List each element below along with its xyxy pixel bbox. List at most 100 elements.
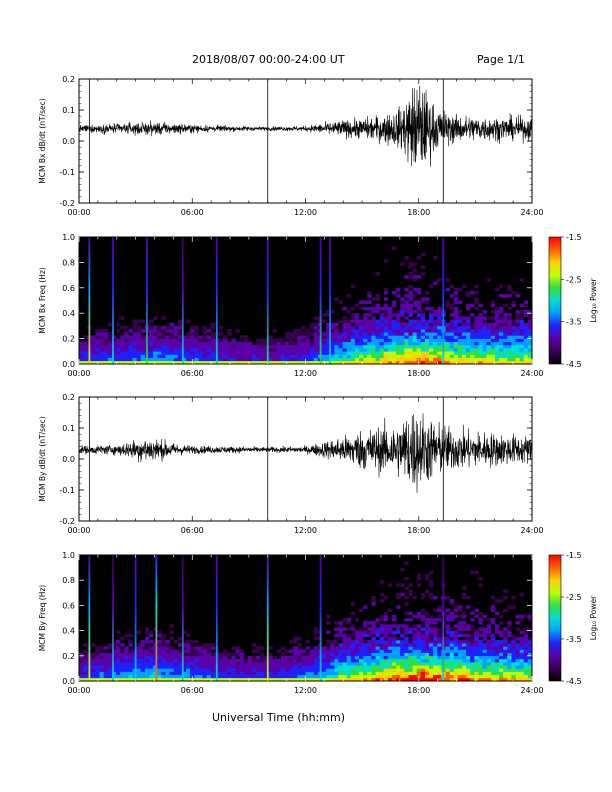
spectrogram-cell bbox=[140, 357, 146, 362]
spectrogram-cell bbox=[461, 643, 467, 647]
spectrogram-cell bbox=[375, 341, 380, 346]
spectrogram-cell bbox=[494, 640, 500, 644]
spectrogram-cell bbox=[375, 335, 380, 339]
spectrogram-cell bbox=[169, 630, 175, 635]
spectrogram-cell bbox=[416, 662, 422, 666]
spectrogram-cell bbox=[474, 357, 479, 362]
spectrogram-cell bbox=[260, 662, 265, 666]
spectrogram-cell bbox=[354, 332, 360, 336]
spectrogram-cell bbox=[387, 643, 393, 647]
spectrogram-cell bbox=[103, 652, 109, 657]
spectrogram-cell bbox=[116, 354, 121, 358]
spectrogram-cell bbox=[461, 586, 467, 590]
spectrogram-cell bbox=[515, 319, 520, 324]
spectrogram-cell bbox=[124, 677, 129, 682]
spectrogram-bright-column bbox=[266, 237, 269, 364]
spectrogram-cell bbox=[424, 671, 430, 675]
spectrogram-cell bbox=[424, 297, 430, 301]
spectrogram-cell bbox=[194, 668, 199, 672]
spectrogram-cell bbox=[486, 674, 492, 679]
spectrogram-cell bbox=[445, 360, 450, 365]
spectrogram-cell bbox=[194, 360, 199, 365]
spectrogram-cell bbox=[379, 633, 385, 638]
spectrogram-cell bbox=[408, 674, 413, 679]
spectrogram-cell bbox=[494, 338, 500, 343]
x-tick-label: 06:00 bbox=[181, 208, 204, 217]
spectrogram-cell bbox=[474, 354, 479, 358]
spectrogram-cell bbox=[396, 348, 401, 352]
spectrogram-cell bbox=[511, 643, 516, 647]
spectrogram-cell bbox=[420, 344, 426, 349]
spectrogram-cell bbox=[181, 357, 187, 362]
spectrogram-cell bbox=[124, 335, 129, 339]
spectrogram-cell bbox=[470, 633, 475, 638]
spectrogram-cell bbox=[354, 649, 360, 653]
spectrogram-cell bbox=[429, 592, 434, 597]
spectrogram-cell bbox=[354, 643, 360, 647]
spectrogram-cell bbox=[359, 649, 364, 653]
spectrogram-cell bbox=[511, 633, 516, 638]
spectrogram-cell bbox=[461, 633, 467, 638]
spectrogram-cell bbox=[507, 335, 512, 339]
spectrogram-cell bbox=[416, 577, 422, 581]
spectrogram-cell bbox=[494, 325, 500, 330]
spectrogram-cell bbox=[313, 357, 319, 362]
spectrogram-cell bbox=[379, 674, 385, 679]
spectrogram-cell bbox=[379, 668, 385, 672]
spectrogram-cell bbox=[116, 348, 121, 352]
spectrogram-cell bbox=[437, 348, 442, 352]
spectrogram-cell bbox=[420, 677, 426, 682]
spectrogram-cell bbox=[482, 614, 487, 619]
spectrogram-cell bbox=[503, 589, 508, 594]
spectrogram-cell bbox=[449, 640, 455, 644]
spectrogram-cell bbox=[416, 665, 422, 669]
spectrogram-cell bbox=[107, 360, 113, 365]
spectrogram-cell bbox=[297, 655, 302, 660]
spectrogram-cell bbox=[165, 658, 170, 663]
spectrogram-cell bbox=[149, 646, 154, 650]
spectrogram-cell bbox=[136, 354, 142, 358]
spectrogram-cell bbox=[466, 329, 471, 333]
spectrogram-cell bbox=[429, 614, 434, 619]
spectrogram-cell bbox=[445, 332, 450, 336]
spectrogram-cell bbox=[371, 674, 376, 679]
spectrogram-cell bbox=[251, 668, 257, 672]
spectrogram-cell bbox=[396, 351, 401, 355]
spectrogram-cell bbox=[354, 662, 360, 666]
spectrogram-cell bbox=[190, 338, 195, 343]
spectrogram-cell bbox=[251, 348, 257, 352]
spectrogram-cell bbox=[334, 335, 339, 339]
spectrogram-cell bbox=[334, 652, 339, 657]
spectrogram-cell bbox=[391, 290, 397, 295]
spectrogram-cell bbox=[136, 649, 142, 653]
spectrogram-cell bbox=[79, 674, 84, 679]
spectrogram-cell bbox=[103, 354, 109, 358]
spectrogram-cell bbox=[367, 322, 372, 327]
spectrogram-cell bbox=[433, 313, 438, 317]
spectrogram-cell bbox=[305, 665, 310, 669]
spectrogram-cell bbox=[301, 649, 306, 653]
spectrogram-cell bbox=[424, 640, 430, 644]
spectrogram-cell bbox=[404, 354, 409, 358]
spectrogram-cell bbox=[515, 360, 520, 365]
spectrogram-cell bbox=[396, 313, 401, 317]
x-tick-label: 18:00 bbox=[407, 686, 430, 695]
spectrogram-cell bbox=[268, 668, 273, 672]
spectrogram-cell bbox=[445, 614, 450, 619]
spectrogram-cell bbox=[400, 300, 405, 304]
spectrogram-cell bbox=[223, 357, 228, 362]
spectrogram-cell bbox=[396, 322, 401, 327]
spectrogram-cell bbox=[383, 658, 389, 663]
spectrogram-cell bbox=[363, 649, 368, 653]
spectrogram-cell bbox=[272, 677, 277, 682]
spectrogram-cell bbox=[412, 300, 417, 304]
spectrogram-cell bbox=[354, 335, 360, 339]
spectrogram-cell bbox=[313, 360, 319, 365]
spectrogram-cell bbox=[140, 338, 146, 343]
spectrogram-cell bbox=[91, 665, 96, 669]
spectrogram-cell bbox=[363, 668, 368, 672]
spectrogram-cell bbox=[202, 360, 207, 365]
spectrogram-cell bbox=[190, 649, 195, 653]
spectrogram-cell bbox=[321, 335, 327, 339]
spectrogram-cell bbox=[412, 677, 417, 682]
